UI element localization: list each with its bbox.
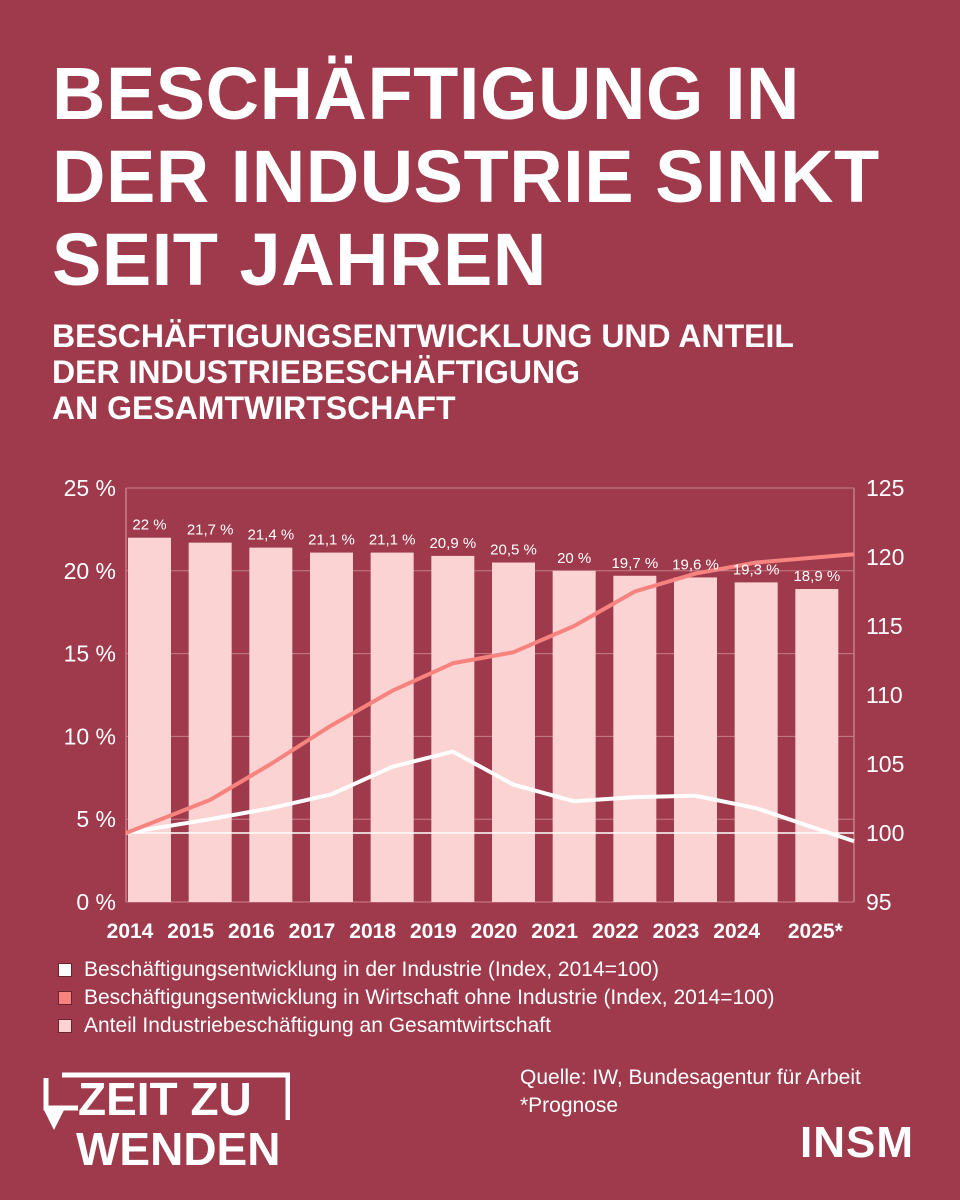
y-right-tick-label: 100	[866, 820, 904, 846]
y-right-tick-label: 120	[866, 544, 904, 570]
y-left-tick-label: 10 %	[64, 723, 116, 749]
bar	[431, 555, 475, 902]
bar	[734, 582, 778, 902]
y-right-tick-label: 115	[866, 613, 903, 639]
bar-value-label: 20 %	[557, 550, 591, 567]
bar	[249, 547, 293, 902]
bar-value-label: 18,9 %	[793, 568, 840, 585]
x-tick-label: 2021	[531, 920, 578, 943]
x-tick-label: 2024	[713, 920, 760, 943]
bar	[552, 570, 596, 902]
industry-line	[125, 749, 855, 844]
x-tick-label: 2017	[289, 920, 336, 943]
y-left-tick-label: 5 %	[76, 806, 116, 832]
x-tick-label: 2014	[107, 920, 154, 943]
bar	[370, 552, 414, 902]
bar-value-label: 21,4 %	[247, 527, 294, 544]
y-left-tick-label: 20 %	[64, 558, 116, 584]
x-tick-label: 2023	[653, 920, 700, 943]
y-left-tick-label: 25 %	[64, 475, 116, 501]
bar	[613, 575, 657, 902]
bar-value-label: 19,7 %	[611, 555, 658, 572]
y-right-tick-label: 105	[866, 751, 904, 777]
bar-value-label: 21,7 %	[187, 522, 234, 539]
combo-chart: 22 % 21,7 % 21,4 % 21,1 % 21,1 % 20,9 % 20,5 %…	[64, 475, 905, 943]
bar-value-label: 19,3 %	[733, 561, 780, 578]
bar	[795, 589, 839, 902]
source-note: Quelle: IW, Bundesagentur für Arbeit *Pr…	[520, 1064, 861, 1120]
x-tick-label: 2020	[471, 920, 518, 943]
bar-value-label: 21,1 %	[308, 532, 355, 549]
bar-value-label: 21,1 %	[369, 532, 416, 549]
economy-line	[125, 552, 855, 835]
footnote-text: *Prognose	[520, 1094, 619, 1117]
y-right-tick-label: 125	[866, 475, 904, 501]
insm-logo: INSM	[800, 1118, 914, 1167]
x-tick-label: 2018	[349, 920, 396, 943]
legend-label: Beschäftigungsentwicklung in der Industr…	[84, 958, 659, 981]
y-left-tick-label: 15 %	[64, 641, 116, 667]
y-left-tick-label: 0 %	[76, 889, 116, 915]
x-tick-label: 2016	[228, 920, 275, 943]
bar	[674, 577, 717, 902]
bar-value-label: 22 %	[132, 517, 166, 534]
x-tick-label: 2022	[592, 920, 639, 943]
bar	[492, 562, 535, 902]
bar	[128, 537, 171, 902]
arrow-down-icon	[43, 1078, 78, 1130]
legend-item-share: Anteil Industriebeschäftigung an Gesamtw…	[58, 1012, 775, 1040]
logo-frame-icon	[62, 1072, 290, 1120]
zeit-zu-wenden-logo: ZEIT ZU WENDEN	[40, 1072, 290, 1182]
legend-label: Anteil Industriebeschäftigung an Gesamtw…	[84, 1014, 551, 1037]
page-title: BESCHÄFTIGUNG IN DER INDUSTRIE SINKT SEI…	[52, 52, 880, 301]
subtitle-line: DER INDUSTRIEBESCHÄFTIGUNG	[52, 354, 581, 390]
y-right-tick-label: 95	[866, 889, 892, 915]
logo-line-1: ZEIT ZU	[78, 1073, 252, 1125]
subtitle-line: BESCHÄFTIGUNGSENTWICKLUNG UND ANTEIL	[52, 318, 794, 354]
x-tick-label: 2025*	[788, 920, 844, 943]
chart-legend: Beschäftigungsentwicklung in der Industr…	[58, 956, 775, 1040]
bar-value-label: 20,9 %	[429, 535, 476, 552]
chart-subtitle: BESCHÄFTIGUNGSENTWICKLUNG UND ANTEIL DER…	[52, 318, 932, 426]
bar-value-label: 19,6 %	[672, 556, 719, 573]
bar	[188, 542, 232, 902]
y-right-tick-label: 110	[866, 682, 903, 708]
legend-swatch-economy	[58, 991, 72, 1005]
source-text: Quelle: IW, Bundesagentur für Arbeit	[520, 1066, 861, 1089]
legend-swatch-industry	[58, 963, 72, 977]
legend-label: Beschäftigungsentwicklung in Wirtschaft …	[84, 986, 775, 1009]
x-tick-label: 2019	[410, 920, 457, 943]
x-tick-label: 2015	[167, 920, 214, 943]
logo-line-2: WENDEN	[76, 1123, 281, 1175]
bar-value-label: 20,5 %	[490, 542, 537, 559]
legend-item-economy: Beschäftigungsentwicklung in Wirtschaft …	[58, 984, 775, 1012]
legend-swatch-share	[58, 1019, 72, 1033]
subtitle-line: AN GESAMTWIRTSCHAFT	[52, 390, 456, 426]
legend-item-industry: Beschäftigungsentwicklung in der Industr…	[58, 956, 775, 984]
